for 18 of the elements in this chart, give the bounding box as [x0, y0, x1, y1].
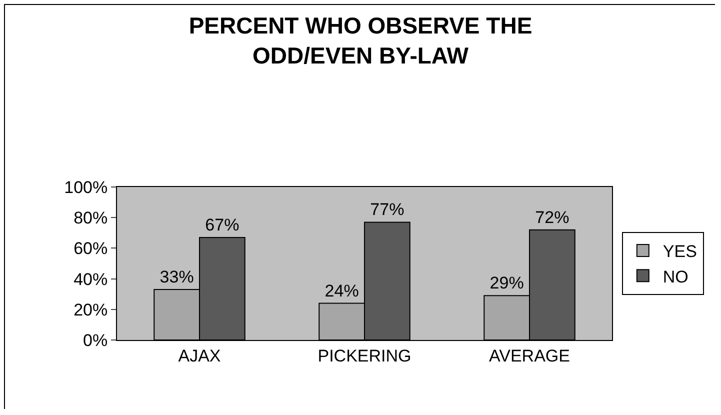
y-tick-label: 20% [74, 300, 108, 320]
x-tick-label: AVERAGE [489, 346, 570, 366]
chart-title: PERCENT WHO OBSERVE THE ODD/EVEN BY-LAW [188, 12, 532, 68]
data-label: 67% [205, 215, 240, 234]
data-label: 77% [370, 200, 404, 220]
data-label: 72% [535, 208, 570, 227]
y-tick-label: 60% [74, 239, 108, 258]
x-tick-label: AJAX [178, 346, 221, 366]
data-label: 33% [160, 268, 194, 287]
y-tick-label: 80% [74, 208, 108, 228]
y-tick-label: 100% [64, 178, 108, 197]
data-label: 24% [324, 281, 359, 300]
legend-label: YES [662, 242, 697, 262]
legend-label: NO [662, 267, 688, 286]
y-tick-label: 0% [83, 330, 108, 350]
data-label: 29% [490, 274, 524, 293]
x-tick-label: PICKERING [318, 346, 412, 366]
y-tick-label: 40% [74, 270, 108, 289]
